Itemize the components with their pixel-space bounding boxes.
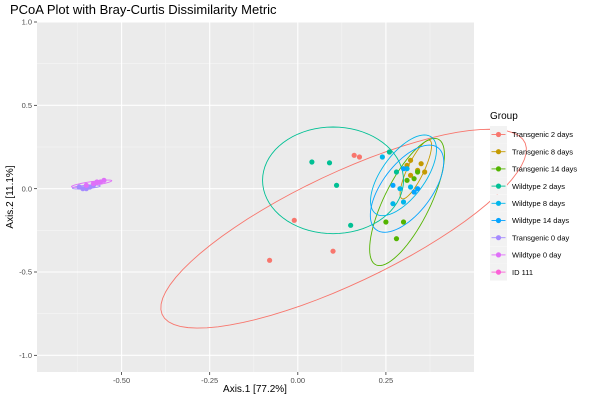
x-axis-label: Axis.1 [77.2%] xyxy=(223,384,287,395)
legend-label: Transgenic 2 days xyxy=(512,130,573,139)
point-transgenic-2-days xyxy=(266,257,273,263)
legend-item-wildtype-14-days: Wildtype 14 days xyxy=(490,212,569,229)
point-wildtype-0-day xyxy=(97,179,104,185)
grid-major xyxy=(37,21,474,372)
legend-item-transgenic-8-days: Transgenic 8 days xyxy=(490,143,573,161)
legend-item-transgenic-14-days: Transgenic 14 days xyxy=(490,160,577,178)
x-axis-ticks: -0.50 -0.25 0.00 0.25 xyxy=(113,372,393,385)
legend-label: Transgenic 8 days xyxy=(512,147,573,156)
point-wildtype-8-days xyxy=(379,154,385,160)
point-transgenic-8-days xyxy=(407,157,414,163)
ellipse-wildtype-2-days xyxy=(262,126,404,235)
x-tick-label: 0.25 xyxy=(379,376,394,385)
legend-label: ID 111 xyxy=(512,268,533,277)
point-wildtype-14-days xyxy=(411,189,417,195)
point-transgenic-8-days xyxy=(422,169,428,175)
y-axis-ticks: -1.0 -0.5 0.0 0.5 1.0 xyxy=(19,18,37,360)
y-tick-label: -1.0 xyxy=(19,351,32,360)
y-tick-label: 1.0 xyxy=(22,18,32,27)
chart-title: PCoA Plot with Bray-Curtis Dissimilarity… xyxy=(10,2,277,17)
y-tick-label: -0.5 xyxy=(19,268,32,277)
point-wildtype-14-days xyxy=(400,166,407,172)
legend-key-point xyxy=(495,166,502,172)
confidence-ellipses xyxy=(71,126,527,329)
point-wildtype-2-days xyxy=(333,182,340,188)
legend-title: Group xyxy=(490,111,518,122)
data-points xyxy=(76,149,428,263)
point-wildtype-8-days xyxy=(407,184,414,190)
legend-item-transgenic-0-day: Transgenic 0 day xyxy=(490,229,570,247)
legend-item-id-111: ID 111 xyxy=(490,263,533,281)
point-transgenic-0-day xyxy=(80,186,86,192)
point-transgenic-2-days xyxy=(356,154,363,160)
legend-key-point xyxy=(495,131,502,138)
ellipse-wildtype-8-days xyxy=(370,134,437,217)
point-wildtype-14-days xyxy=(415,186,421,192)
point-transgenic-14-days xyxy=(415,169,421,175)
legend-label: Transgenic 0 day xyxy=(512,233,570,242)
legend-label: Wildtype 14 days xyxy=(512,216,569,225)
point-transgenic-14-days xyxy=(411,176,417,182)
legend-key-point xyxy=(495,269,502,275)
legend-key-point xyxy=(495,200,502,206)
x-tick-label: -0.50 xyxy=(113,376,130,385)
ellipse-transgenic-8-days xyxy=(399,139,433,200)
legend-item-wildtype-0-day: Wildtype 0 day xyxy=(490,246,561,264)
point-wildtype-2-days xyxy=(386,149,393,155)
point-transgenic-2-days xyxy=(351,152,357,158)
point-wildtype-0-day xyxy=(90,181,96,187)
legend-item-wildtype-8-days: Wildtype 8 days xyxy=(490,194,565,212)
legend: Group Transgenic 2 days Transgenic 8 days… xyxy=(490,111,577,281)
point-wildtype-8-days xyxy=(397,186,403,192)
y-tick-label: 0.0 xyxy=(22,184,32,193)
legend-key-point xyxy=(495,235,502,241)
point-transgenic-8-days xyxy=(407,172,414,178)
point-wildtype-2-days xyxy=(326,160,333,166)
point-wildtype-2-days xyxy=(348,222,354,228)
legend-label: Wildtype 0 day xyxy=(512,251,561,260)
ellipse-wildtype-14-days xyxy=(369,144,445,233)
y-axis-label: Axis.2 [11.1%] xyxy=(5,165,16,228)
point-wildtype-14-days xyxy=(390,182,396,188)
legend-item-transgenic-2-days: Transgenic 2 days xyxy=(490,126,573,143)
legend-key-point xyxy=(495,183,502,189)
point-wildtype-0-day xyxy=(83,182,89,188)
point-transgenic-14-days xyxy=(404,177,410,183)
legend-label: Wildtype 2 days xyxy=(512,182,565,191)
legend-item-wildtype-2-days: Wildtype 2 days xyxy=(490,177,565,195)
point-transgenic-14-days xyxy=(393,236,400,242)
point-wildtype-8-days xyxy=(400,199,407,205)
ellipse-transgenic-2-days xyxy=(160,128,527,329)
legend-key-point xyxy=(495,149,502,155)
legend-label: Wildtype 8 days xyxy=(512,199,565,208)
point-transgenic-14-days xyxy=(383,219,389,225)
point-transgenic-8-days xyxy=(418,161,424,167)
point-wildtype-2-days xyxy=(393,169,400,175)
y-tick-label: 0.5 xyxy=(22,101,32,110)
legend-key-point xyxy=(495,217,502,224)
x-tick-label: 0.00 xyxy=(290,376,305,385)
x-tick-label: -0.25 xyxy=(201,376,218,385)
point-wildtype-8-days xyxy=(390,201,396,207)
legend-key-point xyxy=(495,252,502,258)
grid-minor xyxy=(37,22,474,372)
point-transgenic-2-days xyxy=(330,248,336,254)
point-transgenic-2-days xyxy=(291,217,297,223)
point-transgenic-14-days xyxy=(400,219,407,225)
legend-label: Transgenic 14 days xyxy=(512,165,577,174)
point-wildtype-2-days xyxy=(309,159,315,165)
